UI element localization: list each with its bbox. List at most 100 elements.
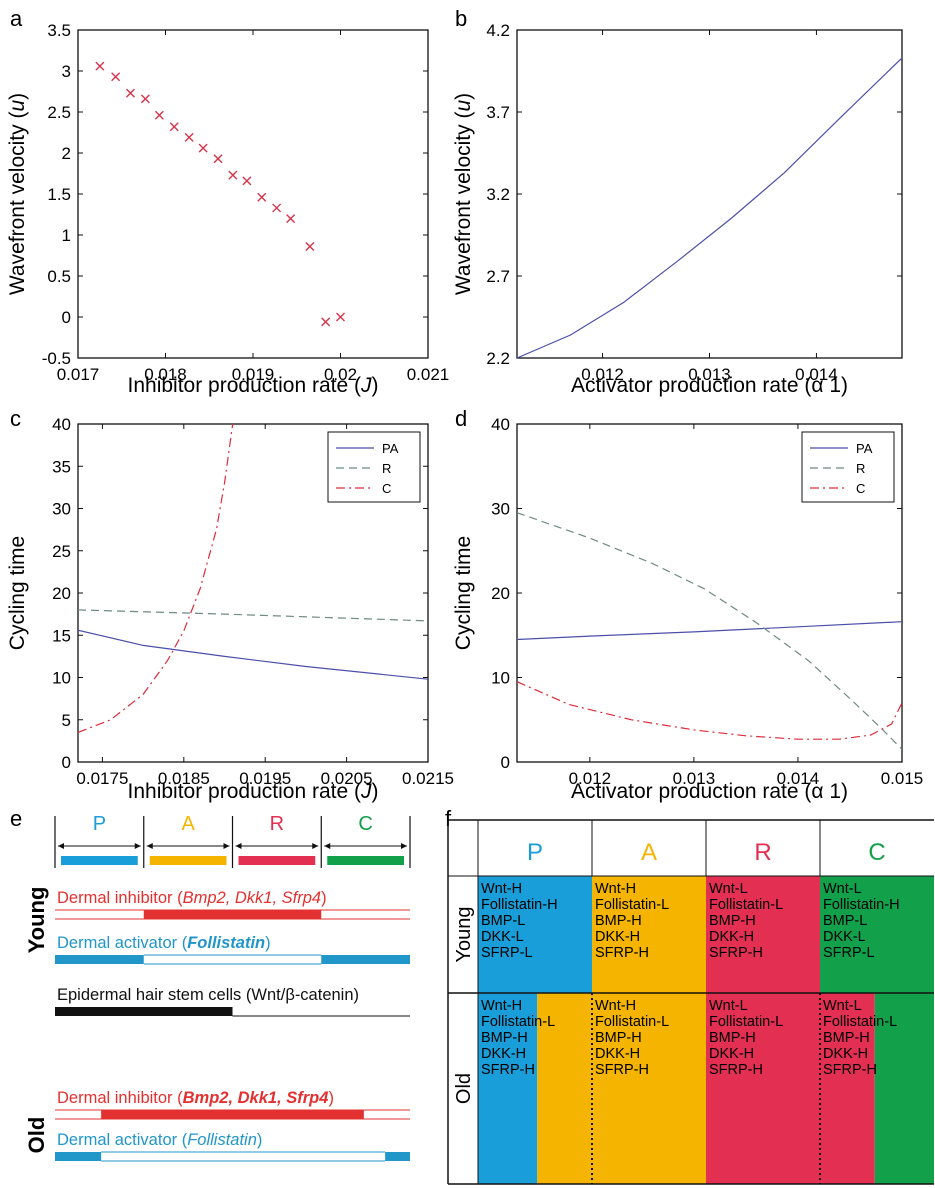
legend-label-r: R (856, 461, 865, 476)
series-line-r (517, 512, 902, 750)
young-cell-text: BMP-L (823, 913, 867, 929)
arrowhead-left-icon (324, 843, 331, 849)
old-cell-text: Wnt-L (823, 998, 862, 1014)
header-c: C (868, 839, 885, 866)
y-tick-label: 1 (62, 226, 71, 245)
legend-label-pa: PA (856, 441, 873, 456)
legend-box (801, 431, 895, 503)
y-tick-label: 2.5 (47, 103, 71, 122)
x-tick-label: 0.0195 (239, 769, 291, 788)
y-tick-label: 0 (62, 308, 71, 327)
y-tick-label: 15 (52, 626, 71, 645)
row-label-old: Old (24, 1117, 49, 1154)
old-cell-text: Follistatin-L (481, 1014, 555, 1030)
young-cell-text: Wnt-L (823, 881, 862, 897)
old-cell-text: BMP-H (709, 1030, 756, 1046)
x-tick-label: 0.0205 (321, 769, 373, 788)
legend-label-pa: PA (382, 441, 399, 456)
data-point-marker (111, 72, 121, 82)
panel-letter-e: e (10, 806, 22, 831)
header-a: A (641, 839, 657, 866)
data-point-marker (336, 312, 345, 322)
row-label-old: Old (453, 1073, 475, 1104)
y-tick-label: 3.5 (47, 21, 71, 40)
old-cell-c-green (874, 993, 934, 1184)
y-axis-label: Wavefront velocity (u) (6, 93, 29, 295)
chart-b: 0.012 0.013 0.014 2.2 2.7 3.2 3.7 4.2 Activator … (452, 21, 903, 397)
young-inhibitor-bar-high-segment (143, 910, 322, 919)
y-tick-label: 1.5 (47, 185, 71, 204)
y-tick-label: 2.7 (486, 267, 510, 286)
panel-letter-b: b (455, 6, 467, 31)
old-activator-bar-high-segment (55, 1152, 102, 1161)
data-point-marker (321, 317, 331, 327)
old-cell-p-blue (478, 993, 538, 1184)
old-cell-text: SFRP-H (823, 1062, 877, 1078)
series-line-c (517, 681, 902, 740)
data-point-marker (184, 132, 194, 142)
phase-color-bar-p (61, 856, 138, 865)
old-cell-text: SFRP-H (481, 1062, 535, 1078)
old-cell-text: BMP-H (595, 1030, 642, 1046)
y-tick-label: 20 (52, 584, 71, 603)
young-cell-text: DKK-H (595, 929, 640, 945)
old-activator-label: Dermal activator (Follistatin) (57, 1131, 262, 1149)
young-cell-text: BMP-H (595, 913, 642, 929)
data-point-marker (257, 192, 267, 202)
young-cell-text: DKK-L (481, 929, 524, 945)
x-axis-label: Activator production rate (α 1) (571, 374, 848, 397)
y-tick-label: 40 (52, 415, 71, 434)
x-tick-label: 0.017 (57, 365, 100, 384)
young-activator-bar-high-segment (321, 955, 410, 964)
y-tick-label: 3 (62, 62, 71, 81)
x-tick-label: 0.014 (795, 365, 838, 384)
x-axis-label: Activator production rate (α 1) (571, 780, 848, 803)
young-cell-a (592, 876, 706, 993)
old-cell-text: SFRP-H (595, 1062, 649, 1078)
young-cell-text: Follistatin-H (481, 897, 558, 913)
y-tick-label: 3.7 (486, 103, 510, 122)
x-tick-label: 0.0175 (76, 769, 128, 788)
panel-letter-a: a (10, 6, 23, 31)
x-tick-label: 0.015 (881, 769, 924, 788)
phase-color-bar-a (149, 856, 227, 865)
x-axis-label: Inhibitor production rate (J) (128, 780, 379, 803)
y-tick-label: 25 (52, 542, 71, 561)
young-cell-text: Wnt-H (481, 881, 522, 897)
x-tick-label: 0.018 (144, 365, 187, 384)
x-tick-label: 0.012 (569, 769, 612, 788)
data-point-marker (305, 241, 315, 251)
old-cell-c-red (820, 993, 875, 1184)
data-point-marker (169, 122, 179, 132)
series-line-c (78, 424, 234, 733)
data-point-marker (242, 176, 252, 186)
young-cell-text: SFRP-L (481, 945, 533, 961)
y-axis-label: Cycling time (6, 536, 29, 650)
young-cell-text: BMP-H (709, 913, 756, 929)
y-tick-label: 0.5 (47, 267, 71, 286)
old-cell-text: DKK-H (595, 1046, 640, 1062)
young-cell-text: Follistatin-H (823, 897, 900, 913)
stem-cells-label: Epidermal hair stem cells (Wnt/β-catenin… (57, 986, 359, 1004)
young-activator-bar-high-segment (55, 955, 144, 964)
young-cell-text: SFRP-H (595, 945, 649, 961)
x-tick-label: 0.019 (232, 365, 275, 384)
chart-d: 0.012 0.013 0.014 0.015 0 10 20 30 40 Activator p… (452, 415, 923, 803)
header-r: R (754, 839, 771, 866)
young-cell-c (820, 876, 934, 993)
x-tick-label: 0.012 (581, 365, 624, 384)
arrowhead-right-icon (134, 843, 141, 849)
young-inhibitor-label: Dermal inhibitor (Bmp2, Dkk1, Sfrp4) (57, 889, 327, 907)
row-label-young: Young (24, 887, 49, 954)
series-line-r (78, 609, 428, 622)
young-cell-text: Wnt-H (595, 881, 636, 897)
young-cell-text: Follistatin-L (595, 897, 669, 913)
arrowhead-right-icon (312, 843, 319, 849)
young-cell-text: BMP-L (481, 913, 525, 929)
old-cell-p-yellow (537, 993, 592, 1184)
phase-label-r: R (270, 813, 284, 835)
phase-label-a: A (181, 813, 195, 835)
old-inhibitor-bar-high-segment (101, 1110, 364, 1119)
panel-letter-d: d (455, 406, 467, 431)
